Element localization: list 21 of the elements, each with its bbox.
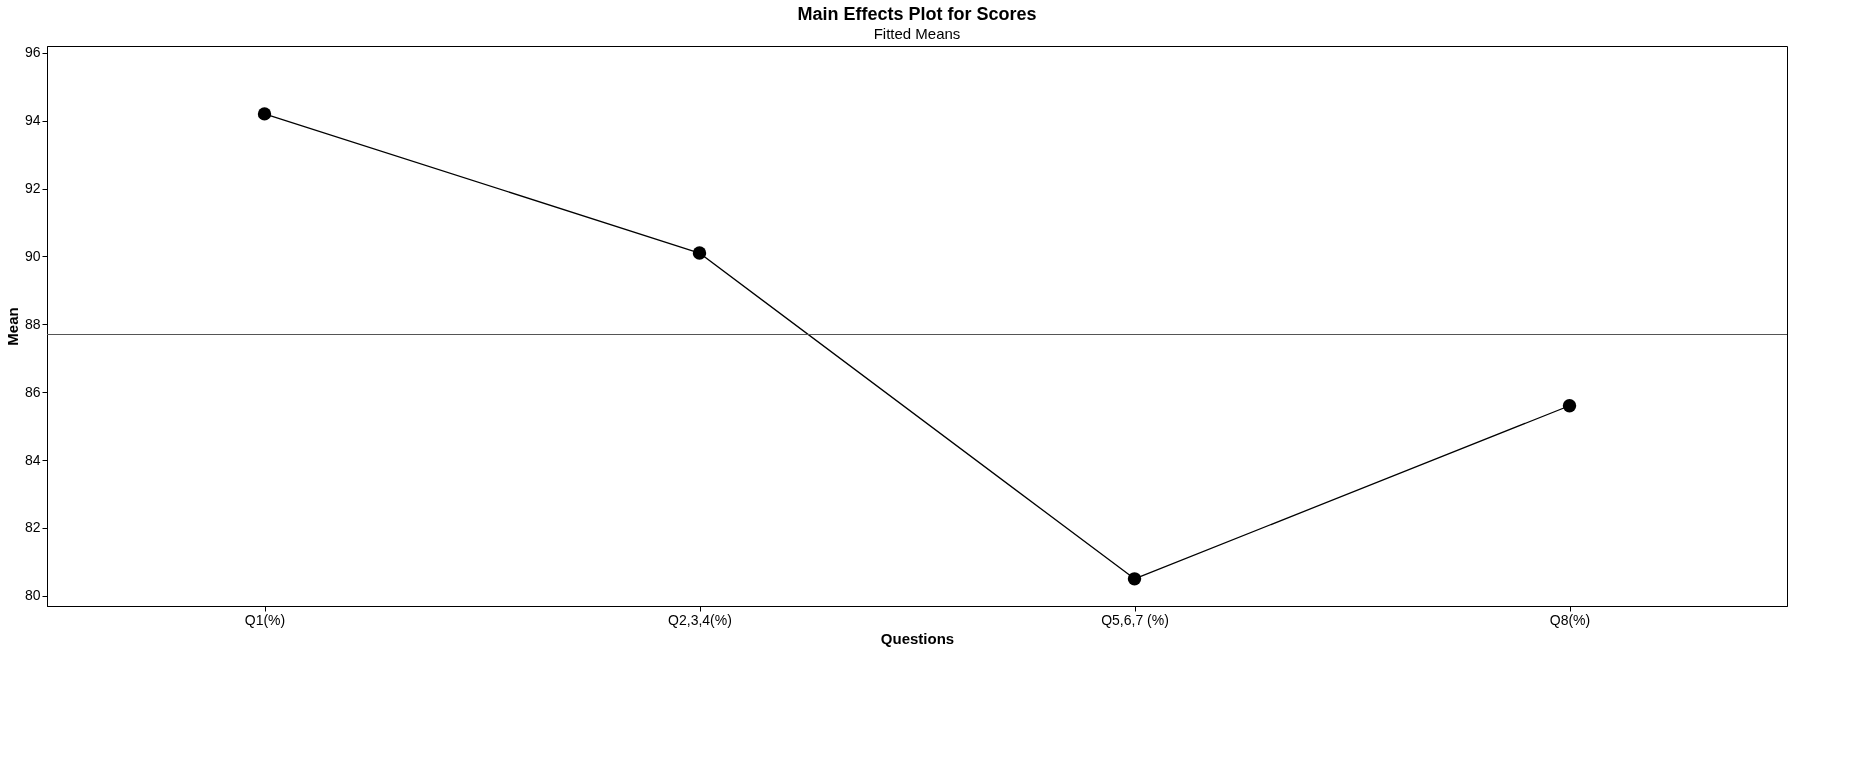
y-tick-label: 90 <box>24 247 41 264</box>
chart-title: Main Effects Plot for Scores <box>797 3 1037 24</box>
y-tick-label: 94 <box>24 112 41 129</box>
y-tick-label: 80 <box>24 587 41 604</box>
x-tick-label: Q2,3,4(%) <box>668 611 732 628</box>
y-axis-title: Mean <box>3 307 21 346</box>
point <box>1562 399 1577 413</box>
y-tick-label: 82 <box>24 519 41 536</box>
x-tick-label: Q1(%) <box>244 611 286 628</box>
point <box>1127 572 1142 586</box>
y-tick-label: 86 <box>24 383 41 400</box>
y-tick-label: 92 <box>24 180 41 197</box>
x-tick-label: Q8(%) <box>1549 611 1591 628</box>
x-axis-title: Questions <box>880 629 955 647</box>
y-tick-label: 96 <box>24 44 41 61</box>
chart-subtitle: Fitted Means <box>873 24 961 42</box>
point <box>257 107 272 121</box>
point <box>692 246 707 260</box>
y-tick-label: 84 <box>24 451 41 468</box>
y-tick-label: 88 <box>24 315 41 332</box>
x-tick-label: Q5,6,7 (%) <box>1101 611 1169 628</box>
